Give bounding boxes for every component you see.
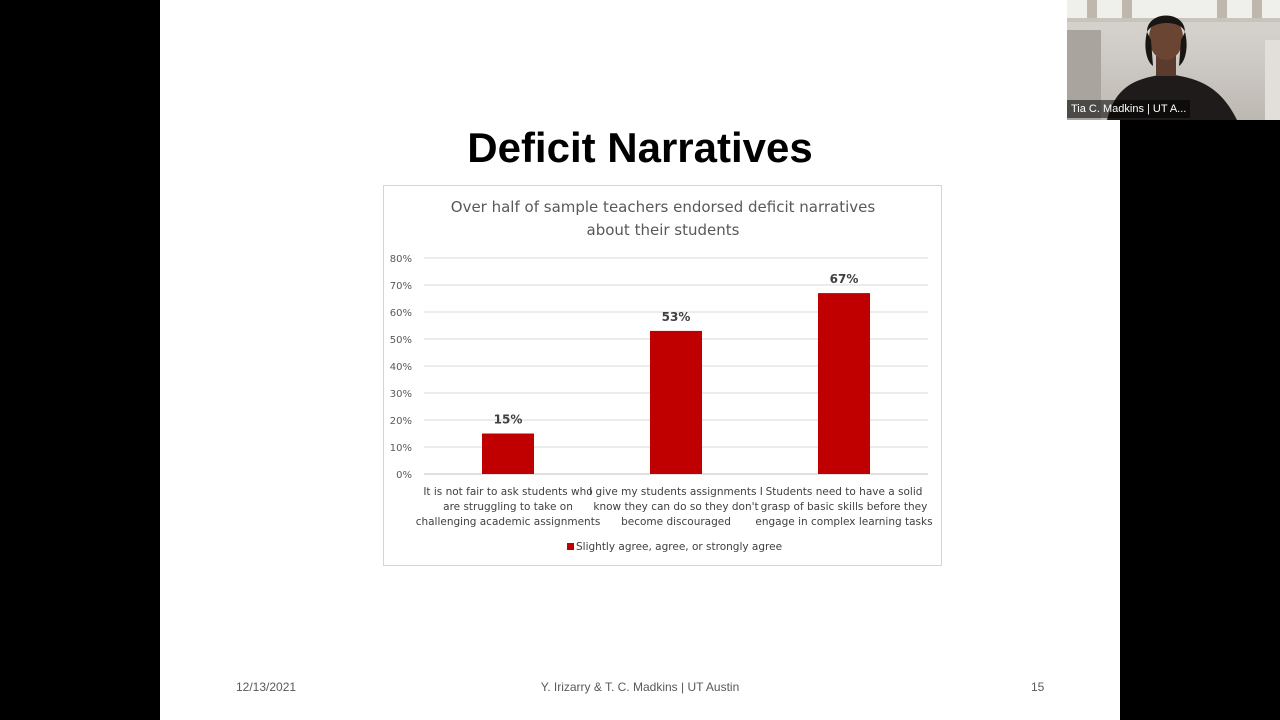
y-tick-label: 70%: [390, 281, 412, 292]
chart-frame: Over half of sample teachers endorsed de…: [383, 185, 942, 566]
x-category-label: Students need to have a solid: [766, 486, 923, 498]
x-category-label: know they can do so they don't: [593, 501, 758, 513]
participant-video-feed: [1067, 0, 1280, 120]
y-tick-label: 60%: [390, 308, 412, 319]
bar: [650, 330, 702, 474]
data-label: 67%: [830, 272, 859, 286]
footer-date: 12/13/2021: [236, 680, 297, 694]
data-label: 53%: [662, 310, 691, 324]
x-category-label: grasp of basic skills before they: [761, 501, 928, 513]
y-tick-label: 30%: [390, 389, 412, 400]
x-category-label: challenging academic assignments: [416, 516, 601, 528]
participant-name-label: Tia C. Madkins | UT A...: [1067, 100, 1191, 118]
slide: Deficit Narratives Over half of sample t…: [160, 0, 1120, 720]
legend-label: Slightly agree, agree, or strongly agree: [576, 541, 782, 553]
slide-title: Deficit Narratives: [467, 124, 813, 171]
legend-swatch: [567, 543, 574, 550]
chart-title-line: Over half of sample teachers endorsed de…: [451, 198, 876, 216]
x-category-label: become discouraged: [621, 516, 731, 528]
bar: [818, 293, 870, 474]
x-category-label: engage in complex learning tasks: [755, 516, 932, 528]
y-tick-label: 80%: [390, 254, 412, 265]
footer-page-number: 15: [1031, 680, 1045, 694]
chart-title-line: about their students: [587, 221, 740, 239]
footer-authors: Y. Irizarry & T. C. Madkins | UT Austin: [540, 680, 740, 694]
y-tick-label: 10%: [390, 443, 412, 454]
x-category-label: It is not fair to ask students who: [423, 486, 592, 498]
x-category-label: I give my students assignments I: [589, 486, 763, 498]
participant-video-tile[interactable]: Tia C. Madkins | UT A...: [1067, 0, 1280, 120]
x-category-label: are struggling to take on: [443, 501, 573, 513]
y-tick-label: 40%: [390, 362, 412, 373]
bar-chart: Over half of sample teachers endorsed de…: [390, 198, 933, 553]
y-tick-label: 50%: [390, 335, 412, 346]
y-tick-label: 20%: [390, 416, 412, 427]
bar: [482, 433, 534, 474]
data-label: 15%: [494, 413, 523, 427]
y-tick-label: 0%: [396, 470, 412, 481]
